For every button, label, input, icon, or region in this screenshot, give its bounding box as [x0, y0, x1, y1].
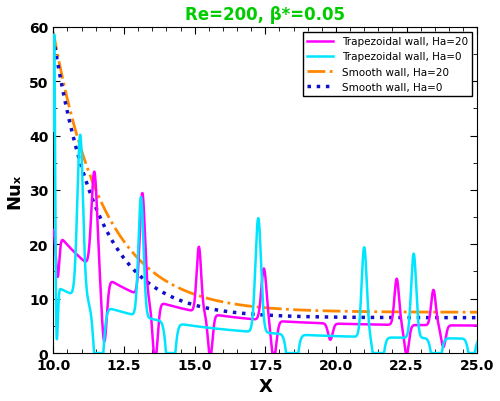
X-axis label: X: X: [258, 377, 272, 395]
Title: Re=200, β*=0.05: Re=200, β*=0.05: [186, 6, 346, 24]
Legend: Trapezoidal wall, Ha=20, Trapezoidal wall, Ha=0, Smooth wall, Ha=20, Smooth wall: Trapezoidal wall, Ha=20, Trapezoidal wal…: [303, 33, 472, 97]
Y-axis label: Nuₓ: Nuₓ: [6, 173, 24, 208]
